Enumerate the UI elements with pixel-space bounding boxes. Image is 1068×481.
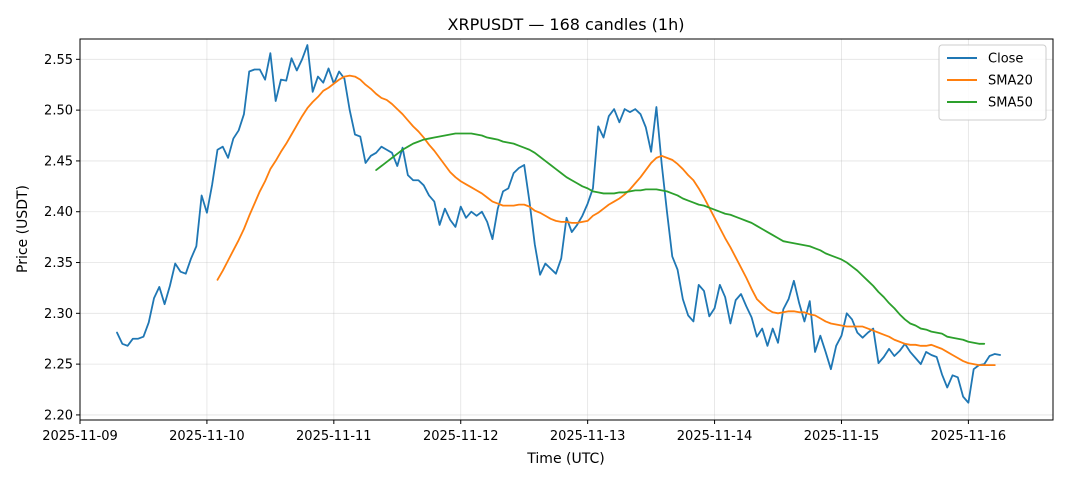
x-tick-label: 2025-11-13 xyxy=(550,429,626,444)
x-tick-label: 2025-11-09 xyxy=(42,429,118,444)
legend: Close SMA20 SMA50 xyxy=(938,44,1047,121)
y-tick-label: 2.25 xyxy=(44,358,73,373)
x-tick-label: 2025-11-14 xyxy=(677,429,753,444)
x-tick-label: 2025-11-15 xyxy=(804,429,880,444)
legend-label-sma20: SMA20 xyxy=(988,74,1033,89)
legend-label-sma50: SMA50 xyxy=(988,96,1033,111)
y-tick-label: 2.50 xyxy=(44,104,73,119)
y-tick-label: 2.40 xyxy=(44,205,73,220)
x-tick-label: 2025-11-12 xyxy=(423,429,499,444)
series-line-sma50 xyxy=(375,132,986,345)
y-tick-label: 2.35 xyxy=(44,256,73,271)
x-tick-label: 2025-11-11 xyxy=(296,429,372,444)
series-layer xyxy=(116,44,1002,404)
y-tick-label: 2.30 xyxy=(44,307,73,322)
series-line-close xyxy=(116,44,1002,404)
series-line-sma20 xyxy=(216,74,996,367)
x-tick-label: 2025-11-10 xyxy=(169,429,245,444)
x-tick-label: 2025-11-16 xyxy=(931,429,1007,444)
y-tick-label: 2.20 xyxy=(44,408,73,423)
y-tick-label: 2.45 xyxy=(44,154,73,169)
chart-title: XRPUSDT — 168 candles (1h) xyxy=(448,15,685,34)
y-tick-label: 2.55 xyxy=(44,53,73,68)
x-axis-label: Time (UTC) xyxy=(526,451,604,467)
plot-frame xyxy=(79,38,1054,421)
ticks: 2025-11-09 2025-11-10 2025-11-11 2025-11-12… xyxy=(42,53,1006,444)
y-axis-label: Price (USDT) xyxy=(15,185,31,273)
legend-label-close: Close xyxy=(988,52,1023,67)
